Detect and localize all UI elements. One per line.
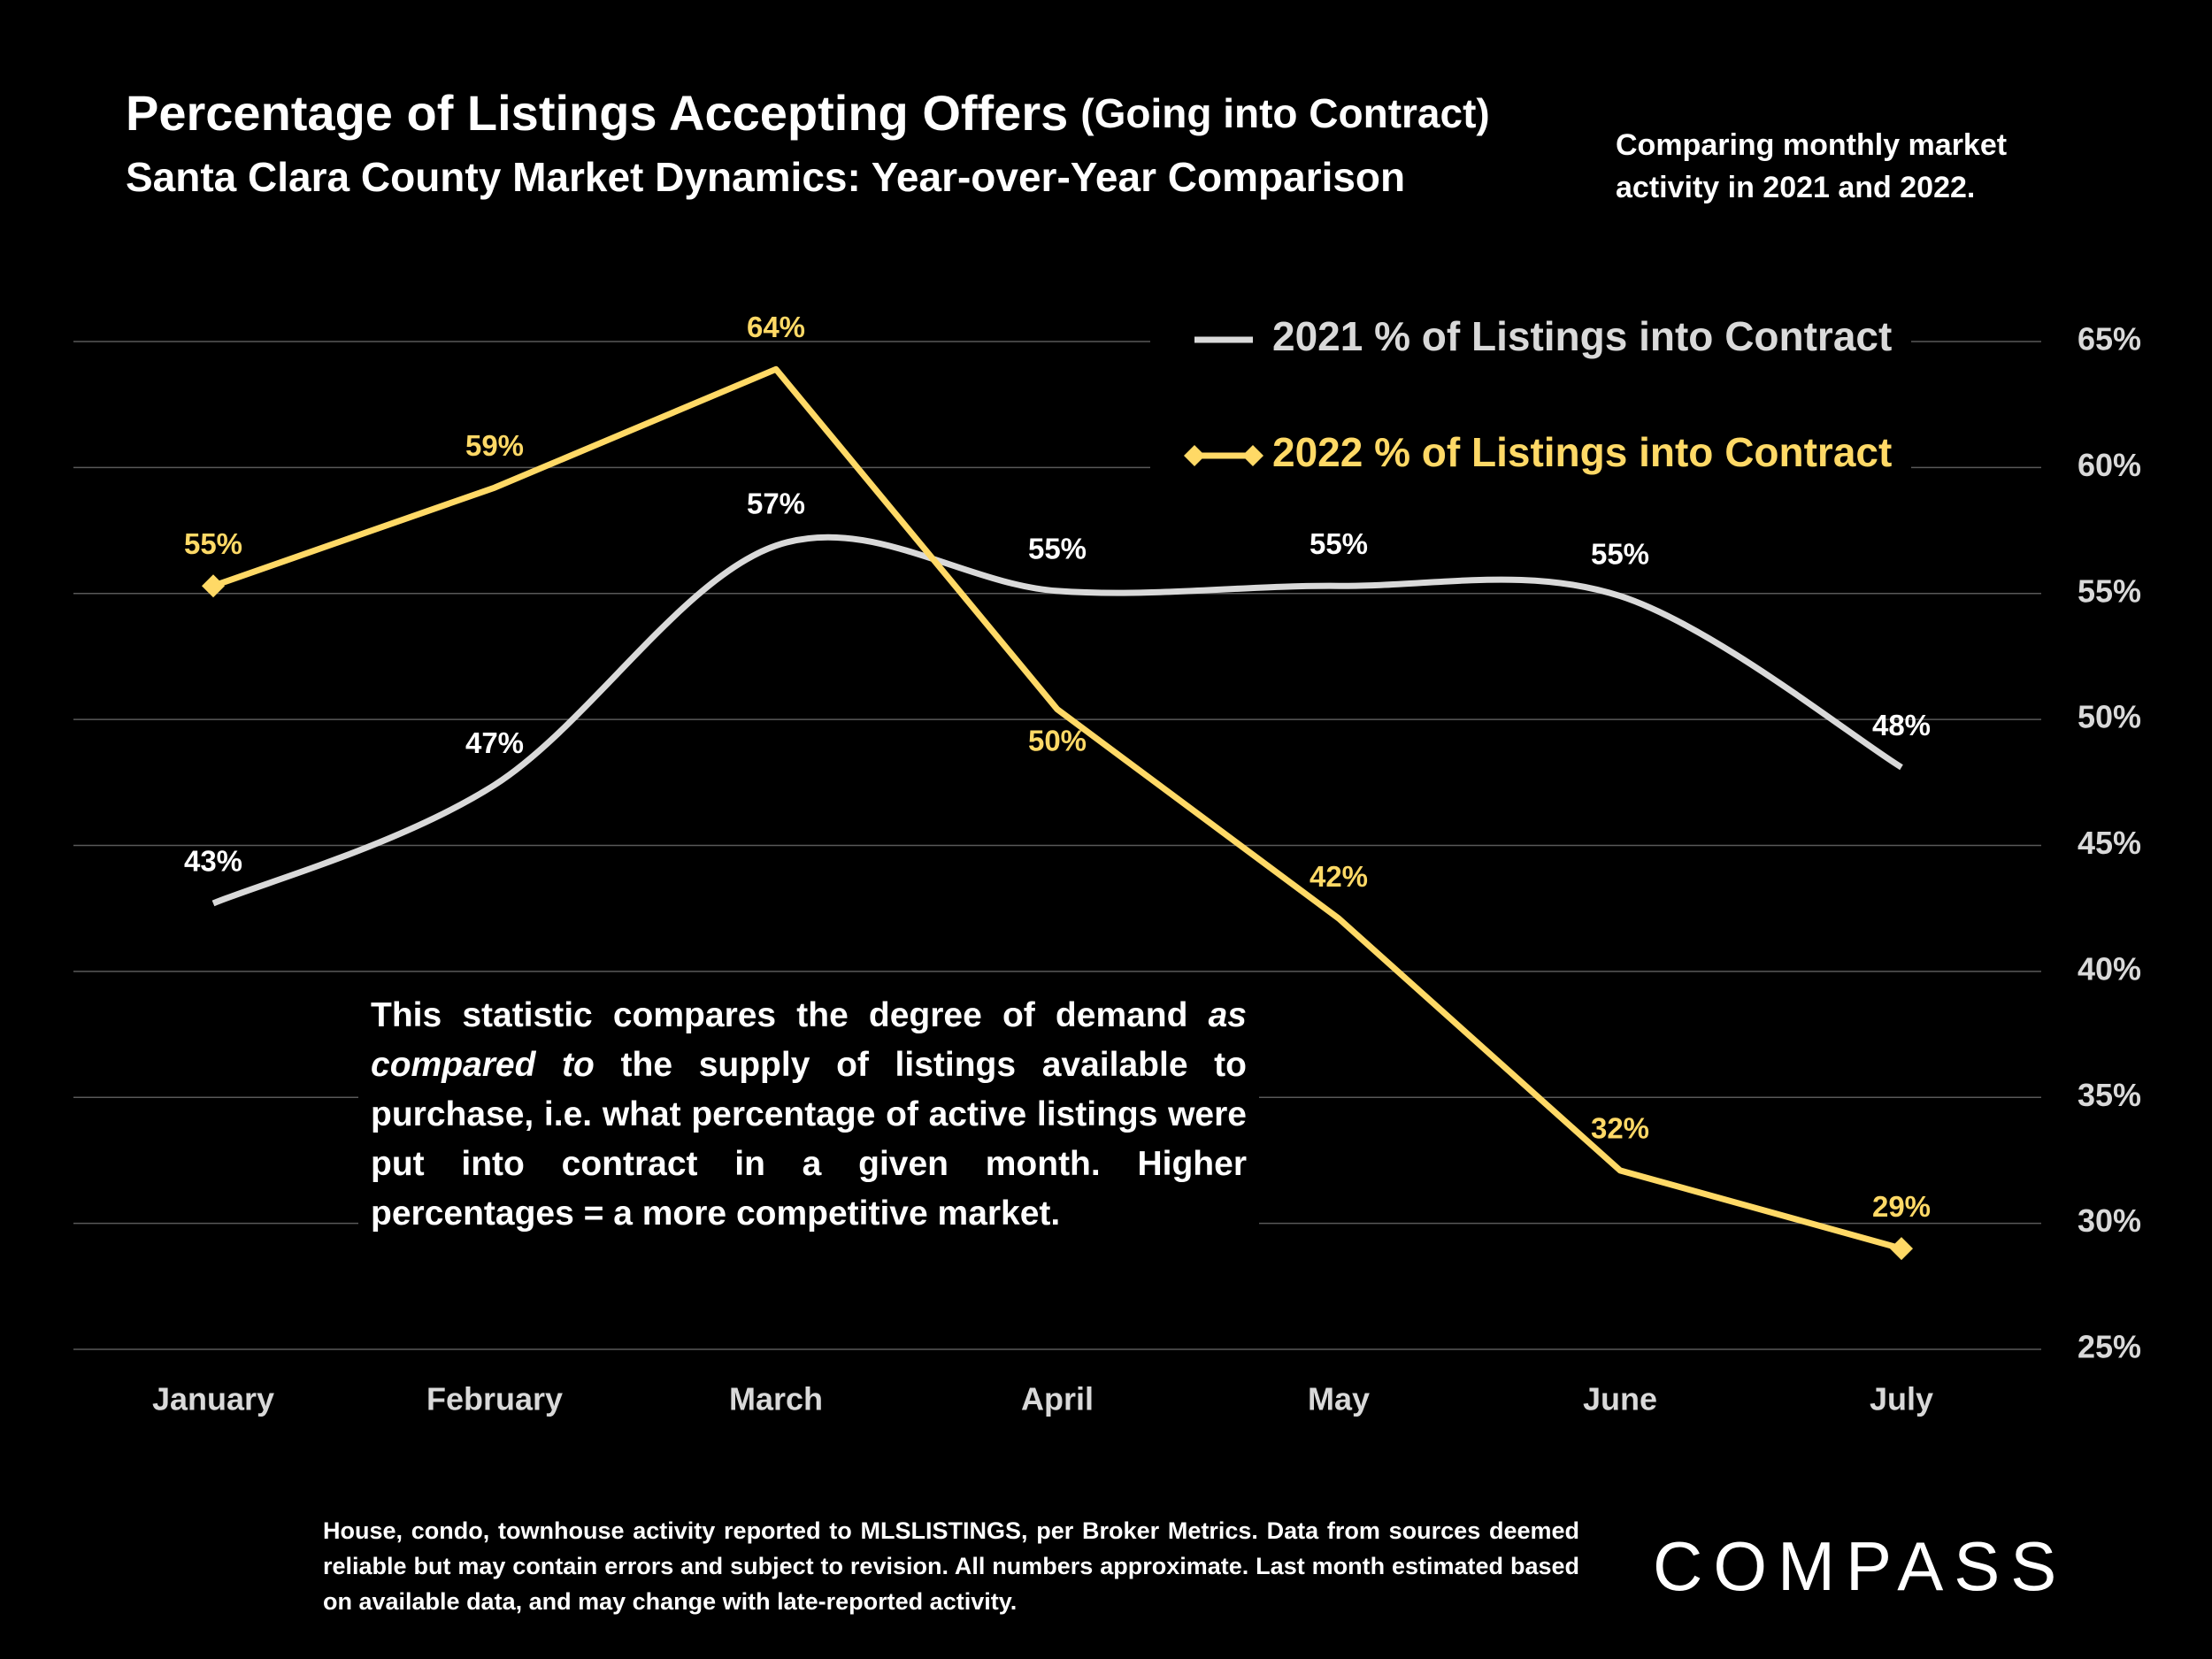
y-tick-label: 45% [2078, 825, 2141, 861]
y-tick-label: 35% [2078, 1077, 2141, 1113]
x-tick-label: April [1021, 1381, 1094, 1417]
y-tick-label: 65% [2078, 321, 2141, 357]
y-tick-label: 25% [2078, 1329, 2141, 1365]
x-tick-label: June [1583, 1381, 1657, 1417]
series-line [211, 534, 1903, 907]
x-tick-label: February [426, 1381, 563, 1417]
data-label: 43% [184, 845, 242, 878]
data-label: 64% [747, 311, 805, 343]
data-label: 29% [1872, 1190, 1931, 1223]
data-label: 48% [1872, 709, 1931, 741]
data-label: 50% [1028, 724, 1087, 757]
data-label: 59% [465, 429, 524, 462]
x-tick-label: January [152, 1381, 274, 1417]
point-marker [202, 574, 225, 598]
x-tick-label: March [729, 1381, 823, 1417]
footer: House, condo, townhouse activity reporte… [323, 1517, 1579, 1615]
point-marker [1890, 1237, 1913, 1261]
annotation-emphasis: as compared to [371, 996, 1247, 1084]
data-label: 55% [184, 527, 242, 560]
legend-label: 2021 % of Listings into Contract [1272, 313, 1892, 359]
y-tick-label: 40% [2078, 950, 2141, 987]
x-tick-label: May [1308, 1381, 1370, 1417]
annotation-text: the supply of listings available to purc… [371, 1046, 1247, 1233]
chart-title: Percentage of Listings Accepting Offers [126, 85, 1068, 141]
y-tick-label: 60% [2078, 447, 2141, 483]
y-tick-label: 55% [2078, 572, 2141, 609]
y-tick-label: 30% [2078, 1202, 2141, 1239]
chart-title-suffix: (Going into Contract) [1080, 90, 1489, 136]
chart-title-group: Percentage of Listings Accepting Offers (… [126, 85, 1490, 141]
logo: COMPASS [1653, 1527, 2068, 1605]
annotation: This statistic compares the degree of de… [358, 982, 1259, 1248]
chart-subtitle: Santa Clara County Market Dynamics: Year… [126, 154, 1405, 200]
legend-marker [1242, 445, 1263, 466]
annotation-text: This statistic compares the degree of de… [371, 996, 1209, 1034]
data-label: 55% [1591, 537, 1649, 570]
data-label: 32% [1591, 1112, 1649, 1145]
legend-marker [1184, 445, 1205, 466]
note: Comparing monthly market activity in 202… [1616, 128, 2008, 204]
x-tick-label: July [1870, 1381, 1933, 1417]
data-label: 57% [747, 487, 805, 519]
legend-label: 2022 % of Listings into Contract [1272, 429, 1892, 475]
series-line [211, 365, 1902, 1252]
y-tick-label: 50% [2078, 699, 2141, 735]
data-label: 55% [1028, 533, 1087, 565]
data-label: 47% [465, 726, 524, 759]
data-label: 42% [1310, 860, 1368, 893]
data-label: 55% [1310, 527, 1368, 560]
legend-background [1150, 287, 1911, 517]
